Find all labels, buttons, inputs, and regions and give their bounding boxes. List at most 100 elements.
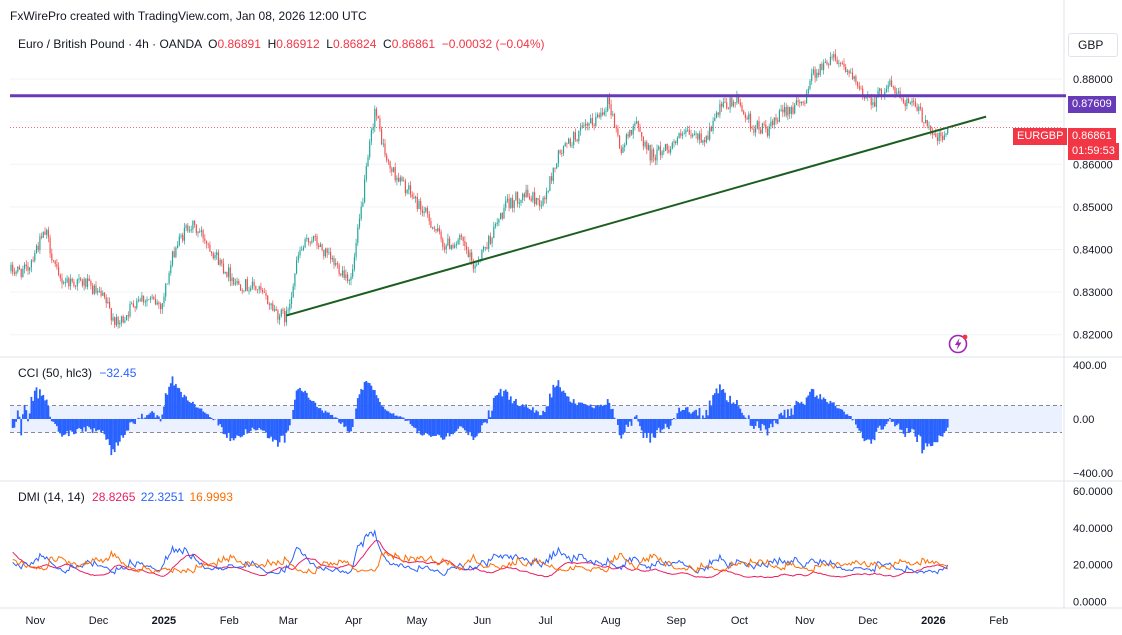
candle-body [596,114,599,117]
candle-body [870,97,872,105]
candle-body [18,266,21,270]
candle-body [680,132,682,136]
candle-body [386,155,388,161]
cci-legend[interactable]: CCI (50, hlc3) −32.45 [18,366,136,380]
candle-body [489,235,491,244]
candle-body [326,248,328,253]
candle-body [95,285,97,293]
candle-body [741,105,743,112]
symbol-interval[interactable]: 4h [135,37,149,51]
candle-body [126,315,128,321]
candle-body [454,245,456,248]
candle-body [228,267,230,277]
candle-body [301,249,303,251]
candle-body [902,98,905,103]
price-tick-label: 0.84000 [1073,245,1113,257]
price-candles[interactable] [10,49,949,329]
dmi-tick-label: 0.0000 [1073,596,1107,608]
countdown-tag: 01:59:53 [1068,143,1119,160]
symbol-name[interactable]: Euro / British Pound [18,37,125,51]
candle-body [690,134,692,137]
candle-body [486,246,488,249]
candle-body [56,264,58,268]
candle-body [343,270,345,278]
candle-body [192,220,194,230]
candle-body [394,167,396,181]
candle-body [510,198,512,209]
ticker-tag[interactable]: EURGBP [1013,128,1068,145]
candle-body [823,63,825,71]
candle-body [425,207,427,212]
high-value: 0.86912 [276,37,320,51]
candle-body [634,123,636,126]
candle-body [35,245,38,254]
candle-body [27,266,29,271]
candle-body [534,192,536,205]
dmi-tick-label: 60.0000 [1073,486,1113,498]
lightning-icon[interactable] [948,332,970,354]
candle-body [816,72,818,78]
candle-body [806,93,808,103]
candle-body [22,268,24,277]
candle-body [663,150,665,152]
candle-body [37,245,39,251]
candle-body [294,273,296,287]
candle-body [518,202,520,204]
candle-body [365,166,367,180]
candle-body [612,114,614,116]
pane-separators [0,0,1122,609]
candle-body [323,250,325,257]
time-tick-label: Feb [220,615,239,627]
dmi-legend[interactable]: DMI (14, 14) 28.8265 22.3251 16.9993 [18,490,233,504]
candle-body [753,128,755,133]
candle-body [894,87,896,94]
candle-body [789,106,791,114]
candle-body [107,301,109,304]
candle-body [756,121,758,129]
candle-body [755,128,757,133]
drawn-lines[interactable] [10,94,1066,317]
dmi-tick-label: 40.0000 [1073,523,1113,535]
candle-body [729,97,731,109]
currency-button[interactable]: GBP [1068,33,1118,57]
candle-body [782,109,784,113]
candle-body [906,98,908,107]
candle-body [666,143,668,150]
candle-body [435,228,437,231]
candle-body [695,133,697,135]
candle-body [364,179,366,203]
time-tick-label: Dec [858,615,878,627]
candle-body [299,249,301,256]
candle-body [571,144,573,146]
candle-body [420,201,422,210]
candle-body [209,244,211,252]
low-label: L [326,37,333,51]
candle-body [523,193,525,198]
candle-body [773,117,775,125]
candle-body [447,238,449,246]
open-value: 0.86891 [217,37,261,51]
candle-body [802,101,804,103]
price-tick-label: 0.88000 [1073,74,1113,86]
candle-body [195,224,197,233]
dmi-tick-label: 20.0000 [1073,560,1113,572]
candle-body [843,63,845,67]
candle-body [726,102,728,109]
candle-body [136,300,138,308]
candle-body [629,129,631,137]
candle-body [119,322,121,325]
ascending-trendline[interactable] [285,115,987,317]
candle-body [352,269,354,277]
candle-body [92,285,94,294]
candle-body [309,242,311,244]
candle-body [231,277,233,282]
candle-body [615,127,617,129]
candle-body [799,101,801,104]
candle-body [916,106,918,111]
candle-body [481,249,483,259]
candle-body [875,95,877,107]
candle-body [233,277,235,285]
candle-body [911,100,913,104]
candle-body [617,128,619,136]
